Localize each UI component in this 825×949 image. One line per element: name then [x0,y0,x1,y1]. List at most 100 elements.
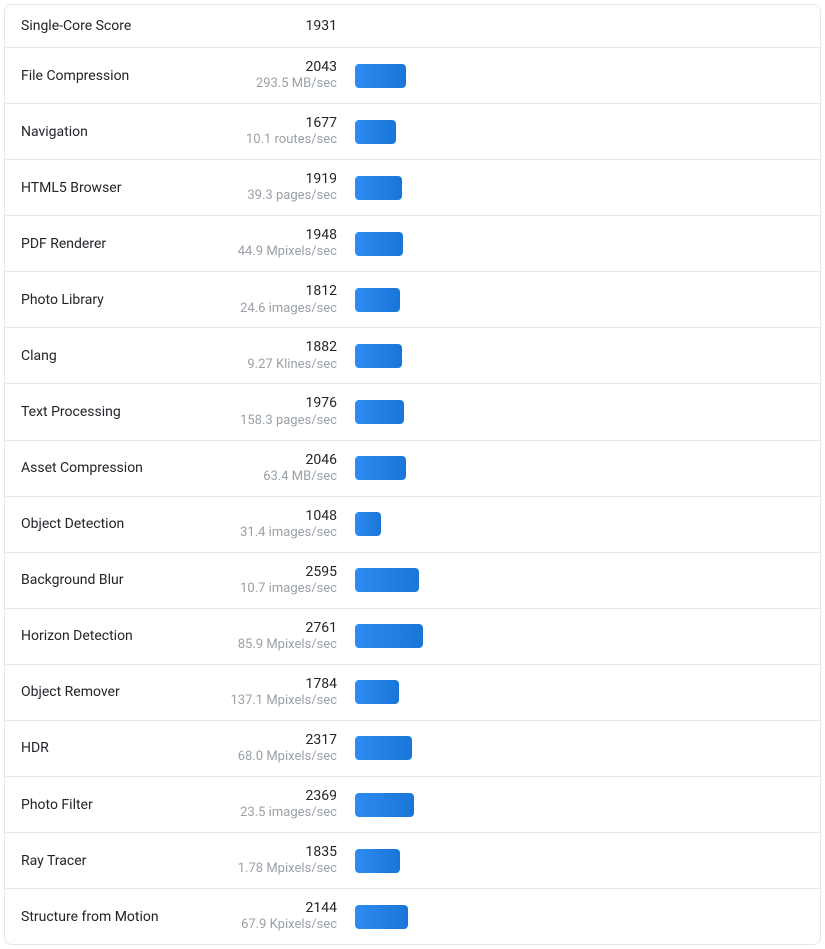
test-bar-col [355,120,804,144]
test-sub: 1.78 Mpixels/sec [227,861,337,878]
test-score: 2369 [227,787,337,805]
test-bar [355,344,402,368]
test-row: Object Remover1784137.1 Mpixels/sec [5,665,820,721]
test-score-col: 259510.7 images/sec [227,563,355,598]
test-label: PDF Renderer [21,236,227,252]
test-sub: 10.7 images/sec [227,581,337,598]
test-bar-col [355,905,804,929]
test-label: Object Remover [21,684,227,700]
test-label: Clang [21,348,227,364]
test-sub: 39.3 pages/sec [227,188,337,205]
test-row: Photo Filter236923.5 images/sec [5,777,820,833]
test-row: File Compression2043293.5 MB/sec [5,48,820,104]
test-score: 2144 [227,899,337,917]
test-sub: 158.3 pages/sec [227,413,337,430]
test-sub: 24.6 images/sec [227,301,337,318]
test-row: Asset Compression204663.4 MB/sec [5,441,820,497]
test-row: Ray Tracer18351.78 Mpixels/sec [5,833,820,889]
test-label: Photo Library [21,292,227,308]
test-label: Background Blur [21,572,227,588]
test-label: HTML5 Browser [21,180,227,196]
test-bar [355,849,400,873]
test-sub: 10.1 routes/sec [227,132,337,149]
test-bar [355,793,414,817]
test-bar-col [355,568,804,592]
test-bar [355,905,408,929]
test-bar-col [355,456,804,480]
test-score: 1919 [227,170,337,188]
test-bar [355,400,404,424]
test-bar-col [355,624,804,648]
test-score-col: 104831.4 images/sec [227,507,355,542]
test-sub: 63.4 MB/sec [227,469,337,486]
test-score: 1976 [227,394,337,412]
test-label: Text Processing [21,404,227,420]
test-score: 1784 [227,675,337,693]
test-score-col: 1784137.1 Mpixels/sec [227,675,355,710]
test-bar-col [355,849,804,873]
test-score-col: 18351.78 Mpixels/sec [227,843,355,878]
test-score: 1835 [227,843,337,861]
test-bar [355,568,419,592]
test-bar-col [355,64,804,88]
test-label: HDR [21,740,227,756]
header-score-col: 1931 [227,17,355,35]
test-row: PDF Renderer194844.9 Mpixels/sec [5,216,820,272]
test-row: Clang18829.27 Klines/sec [5,328,820,384]
test-bar [355,232,403,256]
test-sub: 23.5 images/sec [227,805,337,822]
test-score: 2761 [227,619,337,637]
test-score: 1048 [227,507,337,525]
test-score: 2043 [227,58,337,76]
test-score-col: 167710.1 routes/sec [227,114,355,149]
test-bar-col [355,793,804,817]
test-row: Structure from Motion214467.9 Kpixels/se… [5,889,820,944]
test-score-col: 214467.9 Kpixels/sec [227,899,355,934]
test-row: Background Blur259510.7 images/sec [5,553,820,609]
benchmark-card: Single-Core Score 1931 File Compression2… [4,4,821,945]
test-label: Horizon Detection [21,628,227,644]
test-score-col: 191939.3 pages/sec [227,170,355,205]
test-bar-col [355,288,804,312]
test-score: 2317 [227,731,337,749]
test-bar [355,512,381,536]
test-label: Structure from Motion [21,909,227,925]
test-score: 1882 [227,338,337,356]
test-bar-col [355,176,804,200]
test-row: Navigation167710.1 routes/sec [5,104,820,160]
test-sub: 31.4 images/sec [227,525,337,542]
test-row: Object Detection104831.4 images/sec [5,497,820,553]
test-score: 1948 [227,226,337,244]
test-score: 1677 [227,114,337,132]
test-label: Ray Tracer [21,853,227,869]
test-bar-col [355,680,804,704]
test-sub: 85.9 Mpixels/sec [227,637,337,654]
header-score: 1931 [227,17,337,35]
test-row: HTML5 Browser191939.3 pages/sec [5,160,820,216]
test-label: File Compression [21,68,227,84]
test-label: Navigation [21,124,227,140]
test-sub: 293.5 MB/sec [227,76,337,93]
test-score-col: 181224.6 images/sec [227,282,355,317]
test-row: Text Processing1976158.3 pages/sec [5,384,820,440]
test-score-col: 18829.27 Klines/sec [227,338,355,373]
test-bar [355,120,396,144]
test-label: Photo Filter [21,797,227,813]
test-bar-col [355,400,804,424]
test-row: Horizon Detection276185.9 Mpixels/sec [5,609,820,665]
test-bar [355,456,406,480]
test-score: 1812 [227,282,337,300]
test-bar [355,288,400,312]
test-label: Asset Compression [21,460,227,476]
test-bar [355,624,423,648]
test-score-col: 231768.0 Mpixels/sec [227,731,355,766]
test-sub: 137.1 Mpixels/sec [227,693,337,710]
test-score-col: 2043293.5 MB/sec [227,58,355,93]
test-score: 2046 [227,451,337,469]
test-sub: 67.9 Kpixels/sec [227,917,337,934]
test-score-col: 194844.9 Mpixels/sec [227,226,355,261]
test-bar [355,680,399,704]
test-score: 2595 [227,563,337,581]
test-bar [355,64,406,88]
test-bar [355,736,412,760]
